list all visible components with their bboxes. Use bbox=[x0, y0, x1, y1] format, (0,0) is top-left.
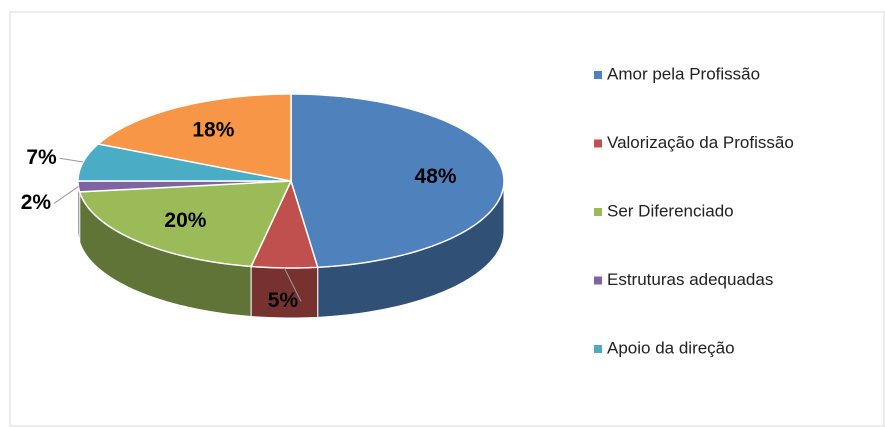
legend-swatch bbox=[594, 276, 602, 285]
slice bbox=[96, 93, 292, 182]
data-label: 48% bbox=[415, 165, 457, 188]
legend-label: Estruturas adequadas bbox=[607, 270, 773, 289]
legend-label: Ser Diferenciado bbox=[607, 201, 734, 220]
slice bbox=[290, 93, 505, 269]
data-label: 2% bbox=[21, 191, 52, 214]
leader-line bbox=[59, 157, 84, 163]
leader-line bbox=[283, 267, 302, 302]
legend-swatch bbox=[594, 345, 602, 353]
slice bbox=[78, 180, 293, 268]
leader-line bbox=[53, 186, 79, 204]
legend-swatch bbox=[594, 139, 602, 148]
legend-label: Apoio da direção bbox=[607, 338, 735, 357]
legend-swatch bbox=[594, 71, 602, 79]
data-label: 5% bbox=[268, 289, 299, 312]
legend-swatch bbox=[594, 208, 602, 216]
data-label: 20% bbox=[164, 209, 206, 232]
data-label: 7% bbox=[26, 146, 57, 169]
data-label: 18% bbox=[192, 119, 234, 142]
slice bbox=[249, 178, 319, 269]
legend-label: Valorização da Profissão bbox=[607, 133, 794, 152]
slice bbox=[77, 143, 292, 182]
legend-label: Amor pela Profissão bbox=[607, 64, 760, 83]
